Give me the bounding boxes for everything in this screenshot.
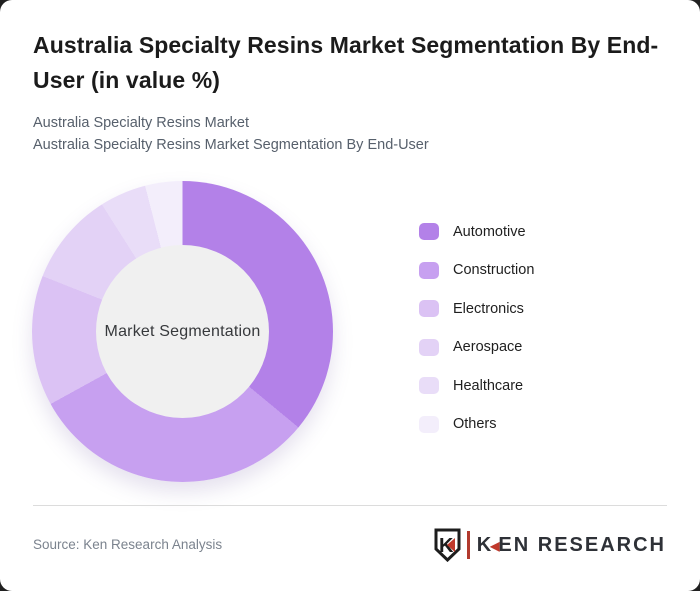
legend-item-electronics[interactable]: Electronics: [419, 300, 534, 317]
chart-center-label: Market Segmentation: [104, 322, 261, 340]
shield-k-icon: K: [434, 528, 461, 562]
ken-research-logo: K K◀EN RESEARCH: [434, 527, 666, 563]
legend-item-label: Electronics: [453, 300, 524, 317]
legend-swatch-icon: [419, 261, 439, 279]
legend-item-aerospace[interactable]: Aerospace: [419, 338, 534, 356]
legend-swatch-icon: [419, 377, 439, 394]
legend-swatch-icon: [419, 300, 439, 317]
legend-item-healthcare[interactable]: Healthcare: [419, 377, 534, 394]
legend-item-label: Others: [453, 416, 497, 432]
svg-text:K: K: [439, 535, 454, 557]
legend-item-label: Automotive: [453, 223, 526, 240]
legend-item-label: Aerospace: [453, 339, 523, 355]
subtitle-block: Australia Specialty Resins Market Austra…: [33, 112, 429, 156]
legend-swatch-icon: [419, 415, 439, 433]
legend-swatch-icon: [419, 223, 439, 240]
logo-brand-text: K◀EN RESEARCH: [477, 534, 666, 557]
donut-hole: Market Segmentation: [96, 245, 269, 418]
subtitle-line-2: Australia Specialty Resins Market Segmen…: [33, 137, 429, 153]
legend-item-automotive[interactable]: Automotive: [419, 223, 534, 240]
legend-item-label: Healthcare: [453, 377, 524, 394]
legend-item-label: Construction: [453, 262, 535, 278]
logo-brand-rest: EN RESEARCH: [498, 533, 666, 556]
chart-legend: Automotive Construction Electronics Aero…: [419, 223, 534, 454]
legend-item-construction[interactable]: Construction: [419, 261, 535, 279]
logo-brand-first-letter: K: [476, 533, 494, 556]
legend-swatch-icon: [419, 338, 439, 356]
donut-chart[interactable]: Market Segmentation: [32, 181, 333, 482]
footer-divider: [33, 505, 667, 506]
source-text: Source: Ken Research Analysis: [33, 537, 223, 552]
logo-divider-bar: [466, 531, 470, 559]
page-title: Australia Specialty Resins Market Segmen…: [33, 32, 659, 93]
subtitle-line-1: Australia Specialty Resins Market: [33, 115, 249, 131]
red-triangle-icon: ◀: [490, 538, 500, 553]
legend-item-others[interactable]: Others: [419, 415, 534, 433]
